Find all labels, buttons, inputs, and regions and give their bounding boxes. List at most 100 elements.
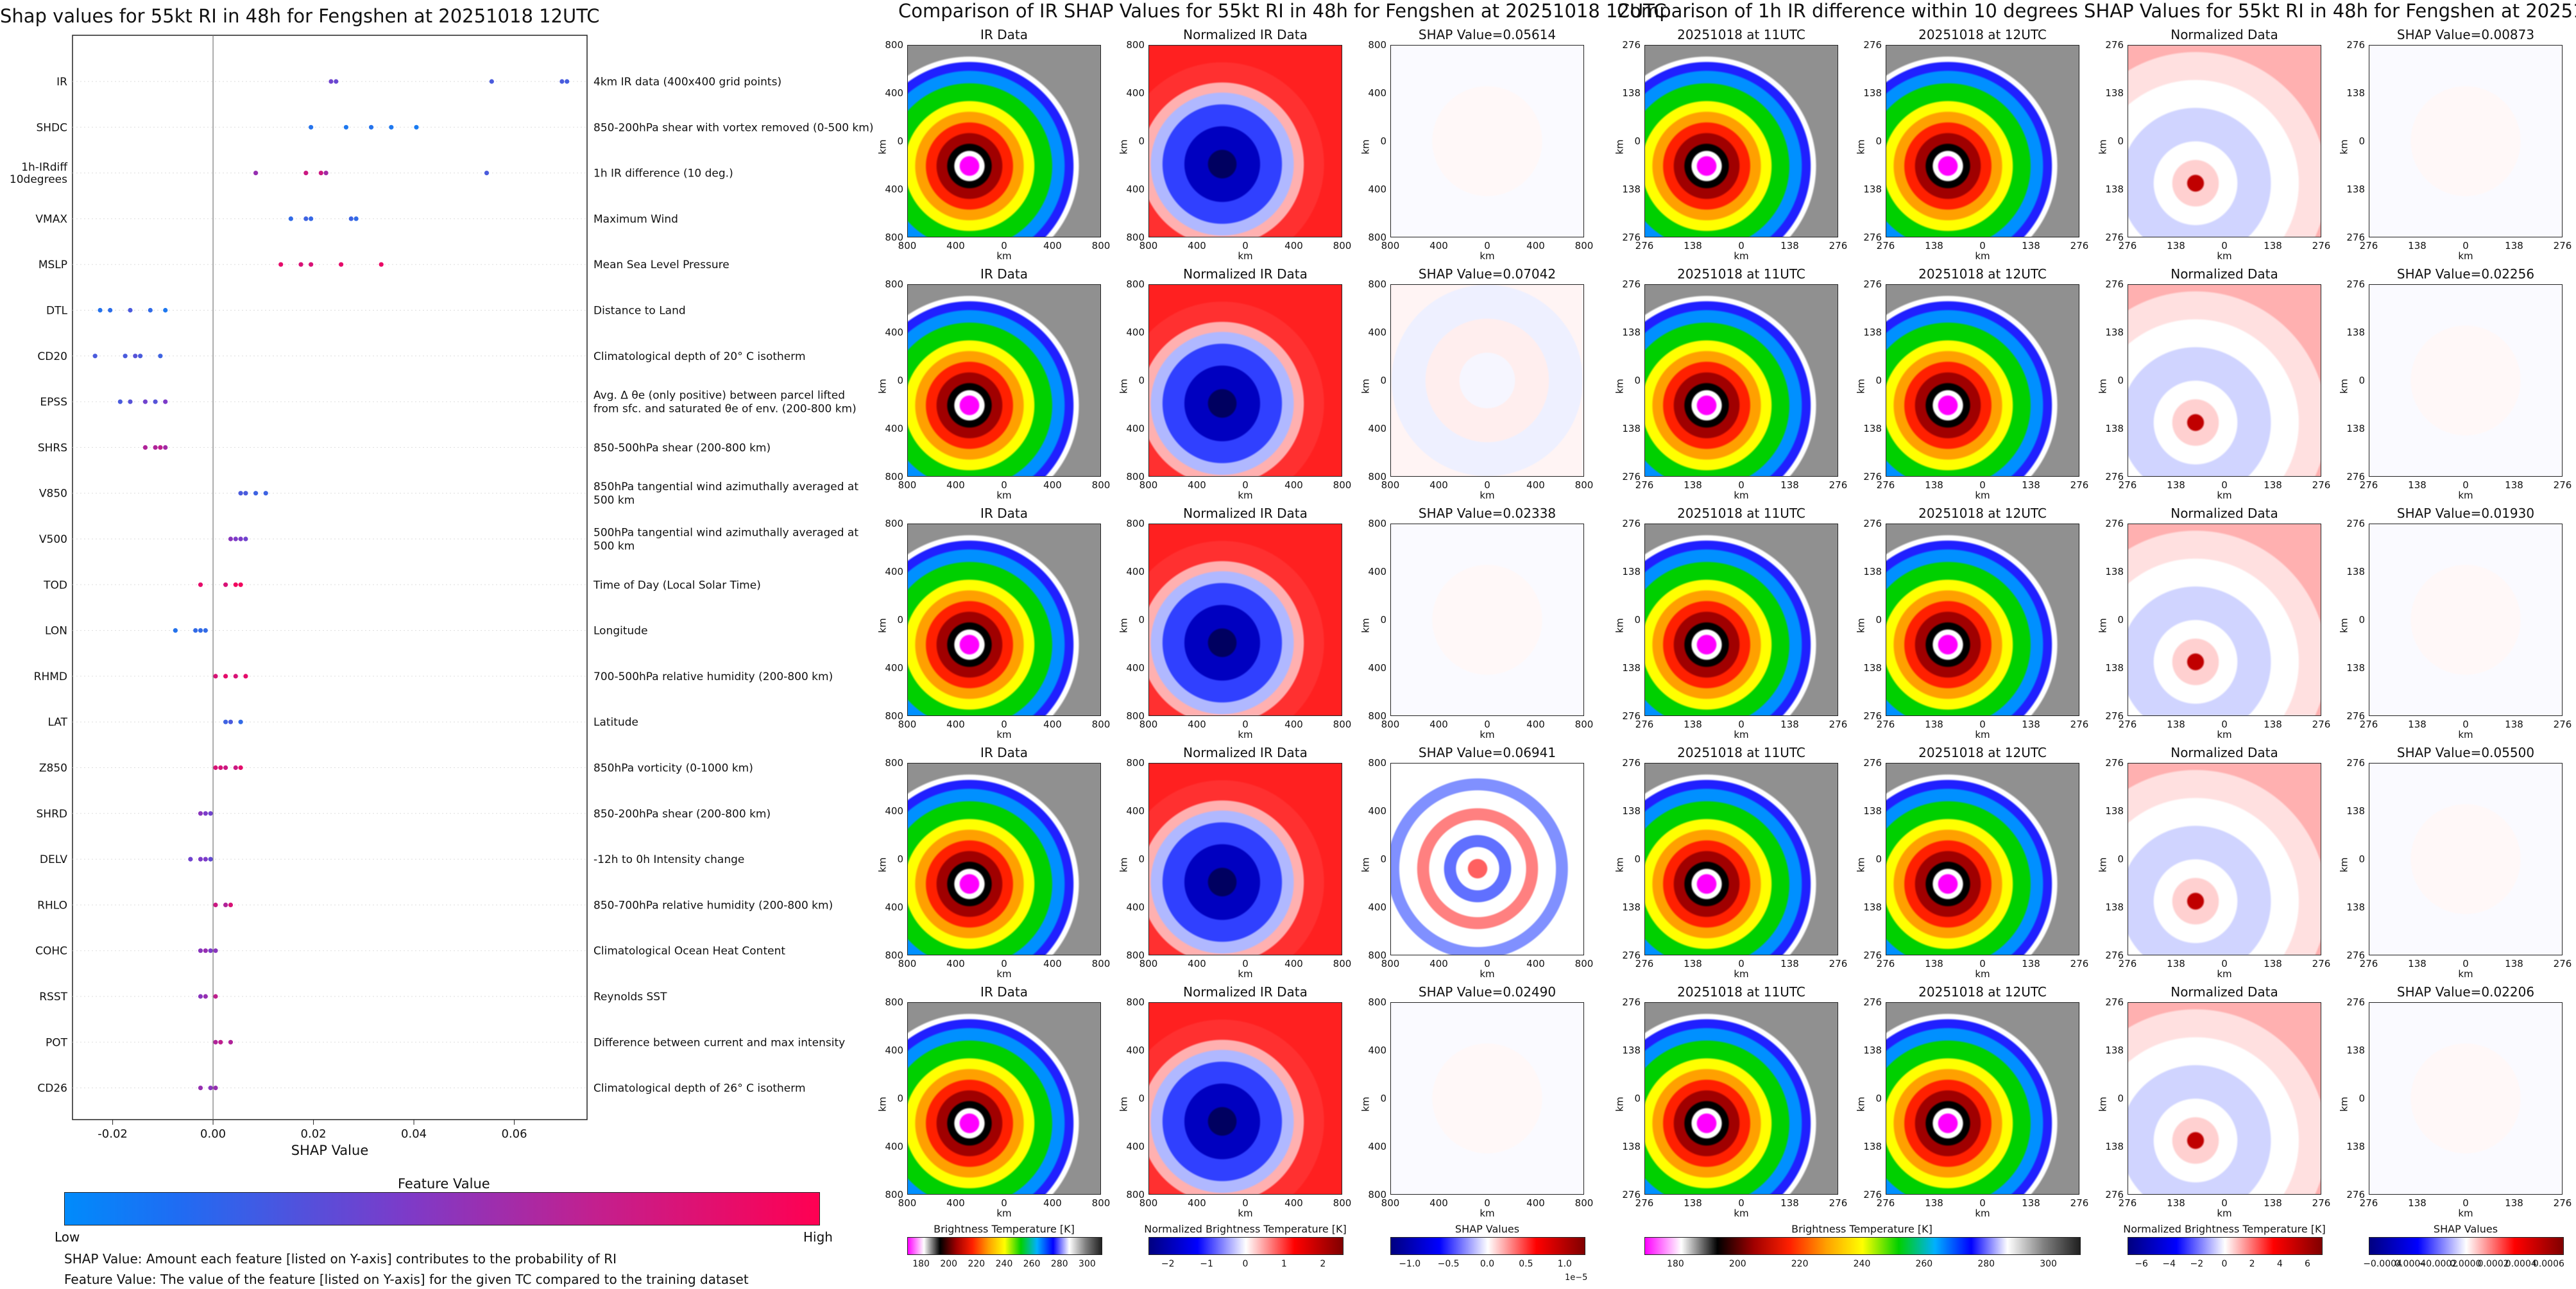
y-tick-label: 0 bbox=[1380, 614, 1386, 626]
image-panel bbox=[2369, 1002, 2563, 1195]
x-tick-label: 276 bbox=[2359, 479, 2378, 491]
y-tick-label: 800 bbox=[1126, 278, 1145, 290]
shap-point bbox=[213, 1086, 218, 1091]
shap-point bbox=[128, 399, 133, 404]
x-tick-label: 276 bbox=[2312, 958, 2331, 969]
shap-point bbox=[163, 307, 168, 313]
x-tick-label: 276 bbox=[2312, 240, 2331, 252]
y-tick-label: 0 bbox=[897, 853, 903, 865]
feature-description: Time of Day (Local Solar Time) bbox=[593, 579, 761, 592]
colorbar-tick-label: 0 bbox=[1242, 1259, 1249, 1269]
x-tick-label: 0 bbox=[2221, 1197, 2228, 1209]
colorbar bbox=[907, 1237, 1102, 1255]
y-axis-label: km bbox=[876, 857, 889, 873]
image-panel bbox=[1886, 763, 2079, 955]
image-panel bbox=[1148, 524, 1342, 716]
y-tick-label: 400 bbox=[1368, 566, 1386, 577]
shap-point bbox=[348, 216, 354, 221]
x-tick-label: 276 bbox=[2312, 479, 2331, 491]
feature-description: 500hPa tangential wind azimuthally avera… bbox=[593, 527, 858, 540]
feature-description: Longitude bbox=[593, 625, 648, 638]
shap-point bbox=[138, 354, 143, 359]
x-tick-label: 138 bbox=[1780, 479, 1799, 491]
y-tick-label: 276 bbox=[1863, 471, 1882, 482]
y-tick-label: 800 bbox=[1368, 39, 1386, 51]
panel-title: IR Data bbox=[980, 27, 1028, 42]
x-tick-label: 0.02 bbox=[301, 1127, 327, 1141]
x-tick-label: 0 bbox=[1484, 240, 1490, 252]
panel-title: 20251018 at 12UTC bbox=[1918, 745, 2047, 760]
x-tick-label: 800 bbox=[1139, 958, 1158, 969]
colorbar-tick-label: 280 bbox=[1977, 1259, 1995, 1269]
y-tick-label: 138 bbox=[1863, 805, 1882, 817]
colorbar-tick-label: 1.0 bbox=[1557, 1259, 1572, 1269]
x-tick-label: 138 bbox=[2408, 479, 2427, 491]
feature-name-label: EPSS bbox=[40, 396, 67, 409]
panel-title: IR Data bbox=[980, 745, 1028, 760]
x-tick-label: 276 bbox=[1829, 240, 1848, 252]
y-tick-label: 0 bbox=[897, 375, 903, 386]
x-tick-label: 138 bbox=[1684, 1197, 1702, 1209]
feature-description: Reynolds SST bbox=[593, 991, 667, 1003]
shap-point bbox=[228, 719, 234, 724]
shap-point bbox=[142, 399, 148, 404]
x-tick-label: 800 bbox=[898, 958, 917, 969]
y-tick-label: 0 bbox=[1380, 1093, 1386, 1104]
x-tick-label: 400 bbox=[1188, 1197, 1206, 1209]
x-axis-label: km bbox=[1734, 1208, 1749, 1219]
panel-title: SHAP Value=0.07042 bbox=[1418, 266, 1557, 282]
y-tick-label: 0 bbox=[1634, 1093, 1641, 1104]
x-tick-label: 138 bbox=[1684, 719, 1702, 730]
shap-point bbox=[223, 582, 228, 587]
x-tick-label: 276 bbox=[1876, 479, 1895, 491]
image-panel bbox=[2369, 763, 2563, 955]
x-axis-label: km bbox=[1975, 968, 1990, 980]
y-tick-label: 276 bbox=[1863, 950, 1882, 961]
y-tick-label: 276 bbox=[2346, 950, 2365, 961]
x-tick-label: 400 bbox=[1284, 240, 1303, 252]
x-tick-label: 400 bbox=[1284, 958, 1303, 969]
y-tick-label: 0 bbox=[2358, 135, 2365, 147]
y-tick-label: 400 bbox=[1368, 662, 1386, 674]
feature-name-label: V500 bbox=[39, 533, 67, 546]
y-tick-label: 138 bbox=[2346, 805, 2365, 817]
y-axis-label: km bbox=[2338, 379, 2350, 394]
shap-point bbox=[243, 536, 248, 542]
y-tick-label: 400 bbox=[1368, 901, 1386, 913]
x-tick-label: 138 bbox=[2167, 958, 2185, 969]
feature-description: 850-500hPa shear (200-800 km) bbox=[593, 441, 771, 454]
shap-point bbox=[198, 857, 203, 862]
x-axis-label: km bbox=[1480, 250, 1495, 262]
shap-point bbox=[198, 1086, 203, 1091]
shap-point bbox=[153, 445, 158, 450]
feature-description: Distance to Land bbox=[593, 305, 686, 318]
shap-point bbox=[223, 674, 228, 679]
x-tick-label: 276 bbox=[1635, 240, 1654, 252]
shap-point bbox=[238, 719, 243, 724]
x-tick-label: 276 bbox=[2118, 719, 2137, 730]
y-tick-label: 800 bbox=[1126, 232, 1145, 243]
image-panel bbox=[1390, 763, 1584, 955]
panel-title: SHAP Value=0.02256 bbox=[2396, 266, 2535, 282]
y-tick-label: 138 bbox=[2105, 805, 2124, 817]
x-tick-label: 138 bbox=[1925, 1197, 1943, 1209]
colorbar-label: SHAP Values bbox=[2433, 1223, 2498, 1235]
y-tick-label: 400 bbox=[1126, 662, 1145, 674]
image-panel bbox=[2128, 45, 2321, 237]
x-tick-label: 800 bbox=[898, 240, 917, 252]
y-tick-label: 138 bbox=[2105, 1141, 2124, 1152]
feature-description: 850-200hPa shear (200-800 km) bbox=[593, 808, 771, 821]
y-tick-label: 400 bbox=[885, 901, 903, 913]
x-tick-label: 0 bbox=[2221, 240, 2228, 252]
y-tick-label: 800 bbox=[1126, 39, 1145, 51]
colorbar-tick-label: 300 bbox=[1079, 1259, 1096, 1269]
y-axis-label: km bbox=[1118, 618, 1130, 633]
x-tick-label: 400 bbox=[1043, 958, 1062, 969]
y-tick-label: 400 bbox=[1126, 901, 1145, 913]
x-tick-label: 0 bbox=[1001, 719, 1007, 730]
feature-name-label: DTL bbox=[46, 305, 67, 318]
x-tick-label: 800 bbox=[1139, 1197, 1158, 1209]
y-tick-label: 400 bbox=[885, 1141, 903, 1152]
x-tick-label: 138 bbox=[1780, 240, 1799, 252]
x-tick-label: 400 bbox=[1429, 958, 1448, 969]
